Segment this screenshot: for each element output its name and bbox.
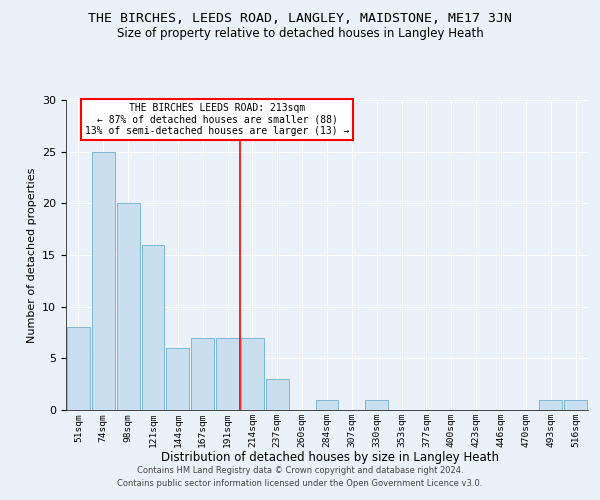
Text: THE BIRCHES LEEDS ROAD: 213sqm
← 87% of detached houses are smaller (88)
13% of : THE BIRCHES LEEDS ROAD: 213sqm ← 87% of … [85,103,350,136]
Bar [142,244,164,410]
Bar [117,204,140,410]
Bar [166,348,189,410]
Text: Contains HM Land Registry data © Crown copyright and database right 2024.
Contai: Contains HM Land Registry data © Crown c… [118,466,482,487]
Text: Distribution of detached houses by size in Langley Heath: Distribution of detached houses by size … [161,451,499,464]
Bar [191,338,214,410]
Y-axis label: Number of detached properties: Number of detached properties [26,168,37,342]
Bar [539,400,562,410]
Text: THE BIRCHES, LEEDS ROAD, LANGLEY, MAIDSTONE, ME17 3JN: THE BIRCHES, LEEDS ROAD, LANGLEY, MAIDST… [88,12,512,26]
Bar [216,338,239,410]
Bar [67,328,90,410]
Bar [564,400,587,410]
Bar [316,400,338,410]
Bar [266,379,289,410]
Bar [92,152,115,410]
Text: Size of property relative to detached houses in Langley Heath: Size of property relative to detached ho… [116,28,484,40]
Bar [365,400,388,410]
Bar [241,338,264,410]
